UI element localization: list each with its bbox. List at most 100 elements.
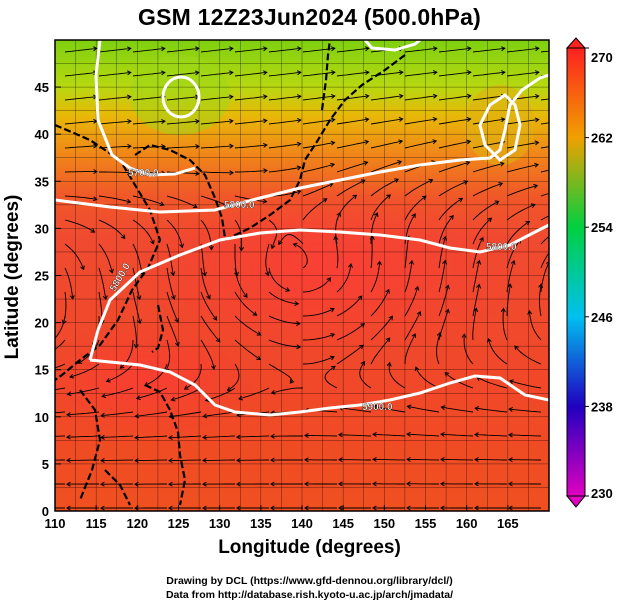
streamline <box>475 459 507 461</box>
streamline <box>540 192 549 197</box>
streamline <box>472 71 505 77</box>
colorbar-tick-label: 254 <box>591 220 613 235</box>
streamline <box>404 71 437 77</box>
streamline-arrow <box>388 315 393 321</box>
colorbar: 270 262 254 246 238 230 <box>565 37 613 508</box>
streamline-arrow <box>330 140 336 146</box>
streamline-arrow <box>500 70 506 76</box>
streamline-arrow <box>534 93 540 99</box>
streamline <box>359 361 372 389</box>
streamline-arrow <box>238 395 243 401</box>
streamline <box>98 195 131 203</box>
streamline <box>268 119 301 125</box>
streamline <box>98 47 131 53</box>
streamline-arrow <box>100 434 105 440</box>
streamline-arrow <box>90 228 96 233</box>
streamline-arrow <box>270 457 275 463</box>
streamline <box>404 140 437 149</box>
streamline-arrow <box>211 365 216 370</box>
streamline <box>200 47 233 53</box>
y-tick-label: 35 <box>35 174 49 189</box>
streamline <box>506 204 536 221</box>
streamline <box>55 339 66 350</box>
streamline <box>132 47 165 53</box>
streamline <box>168 435 202 439</box>
streamline <box>268 143 301 149</box>
streamline-arrow <box>262 46 268 52</box>
streamline <box>404 260 413 293</box>
streamline-arrow <box>538 283 544 289</box>
streamline <box>370 337 391 365</box>
streamline-arrow <box>326 277 331 282</box>
streamline-arrow <box>432 116 438 122</box>
x-tick-label: 130 <box>209 516 231 531</box>
contour-5800-south <box>88 223 549 361</box>
streamline <box>438 180 468 197</box>
streamline <box>370 140 403 149</box>
streamline <box>388 362 406 389</box>
streamline-arrow <box>421 195 427 201</box>
streamline <box>98 267 107 300</box>
streamline <box>336 71 369 77</box>
streamline <box>302 333 335 341</box>
streamline-arrow <box>296 344 302 350</box>
streamline <box>144 363 168 387</box>
streamline <box>203 411 236 417</box>
streamline-arrow <box>322 198 328 203</box>
streamline-arrow <box>93 169 98 175</box>
streamline <box>98 243 113 273</box>
streamline <box>200 71 233 77</box>
streamline <box>234 244 238 276</box>
streamline-arrow <box>500 117 506 123</box>
streamline-arrow <box>333 235 339 241</box>
coastline-borneo <box>104 469 131 506</box>
streamline-arrow <box>236 481 241 487</box>
streamline-arrow <box>109 268 114 274</box>
streamline-arrow <box>338 481 343 487</box>
streamline-arrow <box>263 168 268 174</box>
streamline-arrow <box>508 406 514 412</box>
streamline <box>99 171 132 174</box>
streamline-arrow <box>329 307 335 313</box>
streamline-arrow <box>440 481 445 487</box>
streamline-arrow <box>329 355 335 361</box>
x-tick-label: 145 <box>332 516 354 531</box>
streamline-arrow <box>364 70 370 75</box>
streamline <box>234 315 261 336</box>
streamline-arrow <box>168 481 173 487</box>
streamline-arrow <box>398 70 404 75</box>
streamline <box>165 339 171 372</box>
streamline <box>488 338 508 365</box>
streamline-arrow <box>66 391 72 397</box>
streamline <box>404 118 437 125</box>
streamline-arrow <box>414 285 420 291</box>
streamline-arrow <box>563 225 567 229</box>
streamline-arrow <box>285 287 291 292</box>
streamline <box>438 285 449 317</box>
streamline-arrow <box>487 217 493 223</box>
streamline <box>509 408 542 413</box>
streamline-arrow <box>466 46 472 52</box>
streamline-arrow <box>33 482 36 486</box>
streamline-arrow <box>136 319 142 325</box>
streamline-arrow <box>398 139 404 145</box>
streamline-arrow <box>289 379 295 384</box>
streamline <box>540 98 549 101</box>
streamline-arrow <box>202 481 207 487</box>
streamline-arrow <box>330 162 336 168</box>
streamline <box>370 289 390 317</box>
streamline-arrow <box>270 505 275 511</box>
streamline <box>136 387 168 399</box>
streamline-arrow <box>208 245 214 251</box>
streamline-arrow <box>500 46 506 52</box>
streamline-arrow <box>461 333 467 339</box>
streamline-arrow <box>126 94 132 100</box>
streamline <box>64 195 97 200</box>
streamline-arrow <box>228 46 234 52</box>
streamline <box>200 243 206 276</box>
streamline-arrow <box>170 396 176 402</box>
streamline <box>268 166 301 173</box>
streamline-arrow <box>352 194 358 200</box>
streamline-arrow <box>80 265 85 271</box>
streamline-arrow <box>386 361 392 367</box>
